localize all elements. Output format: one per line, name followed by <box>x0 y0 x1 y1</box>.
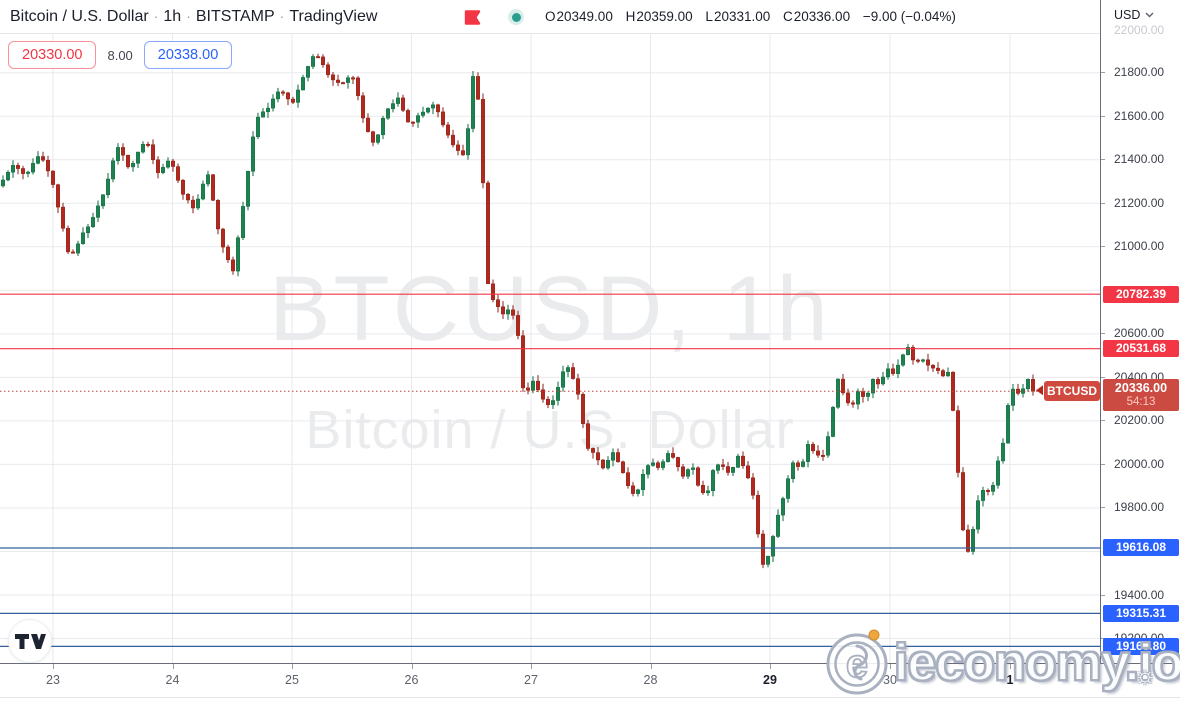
bottom-divider <box>0 697 1180 698</box>
symbol-title-button[interactable]: Bitcoin / U.S. Dollar · 1h · BITSTAMP · Tradin… <box>10 0 377 33</box>
time-axis-label: 29 <box>763 673 777 687</box>
currency-selector[interactable]: USD <box>1114 8 1154 22</box>
high-label: H <box>625 9 636 24</box>
symbol-watermark-line1: BTCUSD, 1h <box>269 258 831 360</box>
price-axis-tick <box>1101 420 1105 422</box>
open-label: O <box>545 9 556 24</box>
last-price-value: 20336.00 <box>1114 381 1168 396</box>
last-price-badge: 20336.00 54:13 <box>1103 379 1179 412</box>
tradingview-logo[interactable] <box>8 619 52 663</box>
time-axis-label: 28 <box>643 673 658 687</box>
time-axis-tick <box>172 664 174 669</box>
time-axis-tick <box>650 664 652 669</box>
chart-pane[interactable]: BTCUSD, 1h Bitcoin / U.S. Dollar 20330.0… <box>0 33 1100 663</box>
time-axis-tick <box>770 664 771 669</box>
time-axis-tick <box>411 664 413 669</box>
platform-label: TradingView <box>289 8 378 25</box>
candles-group[interactable] <box>1 53 1035 569</box>
time-axis-tick <box>53 664 54 669</box>
time-axis[interactable]: 23 24 25 26 27 28 29 30 1 <box>0 663 1180 701</box>
close-value: 20336.00 <box>793 9 851 24</box>
price-axis-tick <box>1101 202 1105 204</box>
time-axis-label: 27 <box>524 673 538 687</box>
price-axis-tick <box>1101 463 1105 465</box>
price-axis-label: 21200.00 <box>1114 195 1165 210</box>
price-axis-tick <box>1101 159 1105 161</box>
close-label: C <box>783 9 793 24</box>
price-axis-tick <box>1101 333 1105 335</box>
low-label: L <box>705 9 713 24</box>
price-axis-tick <box>1101 376 1105 378</box>
price-axis[interactable]: USD 22000.00 20336.00 54:13 21800.00 2160… <box>1100 0 1180 663</box>
price-axis-tick <box>1101 72 1105 74</box>
exchange-label: BITSTAMP <box>195 8 275 25</box>
currency-label: USD <box>1114 8 1141 22</box>
tradingview-logo-icon <box>14 633 46 649</box>
price-axis-label: 20600.00 <box>1114 326 1165 341</box>
time-axis-label: 25 <box>285 673 299 687</box>
price-level-badge[interactable]: 19616.08 <box>1103 539 1179 557</box>
symbol-name: Bitcoin / U.S. Dollar <box>10 8 149 25</box>
candlestick-plot[interactable] <box>0 33 1100 663</box>
ohlc-readout: O20349.00 H20359.00 L20331.00 C20336.00 … <box>545 0 956 33</box>
price-level-lines[interactable] <box>0 293 1100 648</box>
last-price-arrow-icon <box>1036 385 1043 396</box>
price-axis-faded-label: 22000.00 <box>1114 23 1165 37</box>
price-axis-label: 21600.00 <box>1114 108 1165 123</box>
price-axis-label: 21000.00 <box>1114 239 1165 254</box>
price-level-badge[interactable]: 19163.80 <box>1103 637 1179 655</box>
bar-close-countdown: 54:13 <box>1126 396 1156 409</box>
trade-panel: 20330.00 8.00 20338.00 <box>8 41 233 69</box>
price-level-badge[interactable]: 20531.68 <box>1103 340 1179 358</box>
price-axis-tick <box>1101 246 1105 248</box>
time-axis-label: 23 <box>46 673 60 687</box>
open-value: 20349.00 <box>556 9 613 24</box>
time-axis-label: 30 <box>883 673 897 687</box>
market-status-icon[interactable] <box>508 9 524 25</box>
low-value: 20331.00 <box>713 9 771 24</box>
price-axis-tick <box>1101 507 1105 509</box>
spread-value: 8.00 <box>107 47 133 63</box>
change-value: −9.00 (−0.04%) <box>862 9 956 24</box>
price-level-badge[interactable]: 20782.39 <box>1103 285 1179 303</box>
price-axis-label: 20200.00 <box>1114 413 1165 428</box>
time-axis-tick <box>292 664 293 669</box>
price-axis-label: 19800.00 <box>1114 500 1165 515</box>
high-value: 20359.00 <box>636 9 693 24</box>
interval-label[interactable]: 1h <box>163 8 182 25</box>
time-axis-tick <box>1010 664 1011 669</box>
title-separator: · <box>186 8 191 24</box>
time-axis-tick <box>531 664 532 669</box>
price-line-symbol-tag: BTCUSD <box>1044 381 1100 402</box>
time-axis-label: 26 <box>404 673 419 687</box>
price-axis-label: 21800.00 <box>1114 65 1165 80</box>
buy-button[interactable]: 20338.00 <box>143 41 233 69</box>
time-axis-tick <box>890 664 891 669</box>
chevron-down-icon <box>1145 12 1154 18</box>
price-axis-label: 19400.00 <box>1114 587 1165 602</box>
price-axis-label: 21400.00 <box>1114 152 1165 167</box>
price-axis-scale[interactable]: 20336.00 54:13 21800.00 21600.00 21400.00 2… <box>1101 33 1180 663</box>
price-level-badge[interactable]: 19315.31 <box>1103 604 1179 622</box>
flag-bookmark-icon[interactable] <box>464 10 481 25</box>
symbol-watermark-line2: Bitcoin / U.S. Dollar <box>305 400 795 460</box>
price-axis-tick <box>1101 115 1105 117</box>
chart-toolbar: Bitcoin / U.S. Dollar · 1h · BITSTAMP · Tradin… <box>0 0 1100 34</box>
sell-button[interactable]: 20330.00 <box>8 41 97 69</box>
title-separator: · <box>153 8 159 24</box>
price-axis-label: 20000.00 <box>1114 456 1165 471</box>
time-axis-label: 1 <box>1006 673 1014 687</box>
price-axis-tick <box>1101 594 1105 596</box>
title-separator: · <box>279 8 285 24</box>
time-axis-label: 24 <box>165 673 180 687</box>
grid-lines <box>0 33 1100 663</box>
